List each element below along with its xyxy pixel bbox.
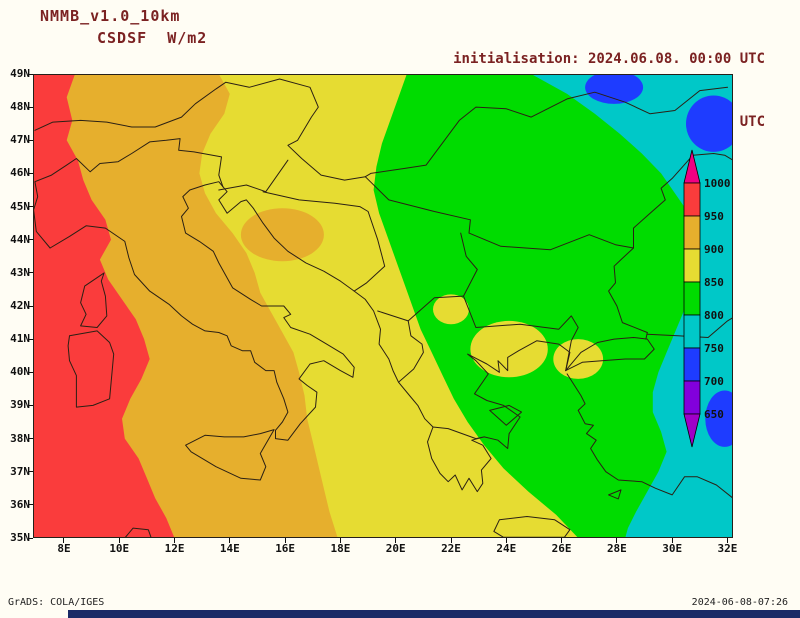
- lon-tick-mark: [726, 538, 728, 543]
- lon-tick-label: 16E: [275, 542, 296, 555]
- lon-tick-label: 18E: [330, 542, 351, 555]
- lon-tick-mark: [284, 538, 286, 543]
- lat-tick-mark: [29, 206, 33, 208]
- model-title: NMMB_v1.0_10km: [40, 7, 181, 25]
- lat-tick-label: 41N: [10, 332, 30, 346]
- lon-tick-label: 22E: [441, 542, 461, 555]
- colorbar-tick-label: 750: [704, 342, 724, 355]
- lon-tick-label: 8E: [57, 542, 71, 555]
- lon-tick-mark: [63, 538, 65, 543]
- lon-tick-label: 24E: [496, 542, 517, 555]
- lat-tick-label: 49N: [10, 67, 30, 80]
- colorbar-tick-label: 900: [704, 243, 724, 256]
- lat-tick-mark: [29, 338, 33, 340]
- lat-tick-mark: [29, 504, 33, 506]
- lat-tick-label: 46N: [10, 166, 30, 180]
- colorbar-tick-label: 850: [704, 276, 724, 289]
- lat-tick-mark: [29, 172, 33, 174]
- lon-tick-mark: [174, 538, 176, 543]
- lat-tick-label: 37N: [10, 464, 30, 478]
- lat-tick-mark: [29, 239, 33, 241]
- lat-tick-label: 47N: [10, 133, 30, 147]
- colorbar-tick-label: 1000: [704, 177, 731, 190]
- map-svg: [33, 74, 733, 538]
- lon-tick-label: 12E: [164, 542, 185, 555]
- lat-tick-label: 39N: [10, 398, 30, 412]
- colorbar-tick-label: 950: [704, 210, 724, 223]
- colorbar-tick-label: 650: [704, 408, 724, 421]
- lon-tick-label: 28E: [606, 542, 627, 555]
- lat-tick-mark: [29, 371, 33, 373]
- lat-tick-mark: [29, 438, 33, 440]
- lat-tick-label: 43N: [10, 265, 30, 279]
- colorbar-svg: 1000 950 900 850 800 750 700 650: [683, 149, 731, 448]
- lon-tick-mark: [229, 538, 231, 543]
- map-frame: [33, 74, 733, 538]
- map-plot-area: [33, 74, 733, 538]
- lon-tick-mark: [339, 538, 341, 543]
- lat-tick-label: 38N: [10, 431, 30, 445]
- lon-tick-mark: [505, 538, 507, 543]
- lat-tick-label: 44N: [10, 232, 30, 246]
- colorbar-tick-label: 700: [704, 375, 724, 388]
- bottom-window-bar: [68, 610, 800, 618]
- lon-tick-label: 30E: [662, 542, 683, 555]
- lat-tick-label: 42N: [10, 299, 30, 312]
- lat-tick-label: 48N: [10, 100, 30, 114]
- lon-tick-mark: [118, 538, 120, 543]
- lon-tick-mark: [616, 538, 618, 543]
- lon-tick-label: 14E: [219, 542, 240, 555]
- lat-tick-mark: [29, 404, 33, 406]
- lon-tick-label: 10E: [109, 542, 130, 555]
- lon-tick-mark: [561, 538, 563, 543]
- shaded-bands-layer: [33, 74, 733, 538]
- colorbar-legend: 1000 950 900 850 800 750 700 650: [682, 148, 742, 452]
- lat-tick-label: 40N: [10, 365, 30, 379]
- lon-tick-label: 20E: [385, 542, 406, 555]
- lat-tick-mark: [29, 305, 33, 307]
- lat-tick-mark: [29, 73, 33, 75]
- grads-credit: GrADS: COLA/IGES: [8, 597, 105, 608]
- lon-tick-label: 32E: [717, 542, 738, 555]
- lon-tick-label: 26E: [551, 542, 572, 555]
- field-title: CSDSF W/m2: [97, 29, 208, 47]
- lat-tick-mark: [29, 272, 33, 274]
- lat-tick-mark: [29, 537, 33, 539]
- lat-tick-label: 35N: [10, 531, 30, 544]
- creation-timestamp: 2024-06-08-07:26: [691, 597, 788, 608]
- lat-tick-label: 36N: [10, 497, 30, 511]
- colorbar-tick-label: 800: [704, 309, 724, 322]
- lat-tick-mark: [29, 471, 33, 473]
- lat-tick-mark: [29, 106, 33, 108]
- lon-tick-mark: [671, 538, 673, 543]
- lon-tick-mark: [450, 538, 452, 543]
- init-time-line: initialisation: 2024.06.08. 00:00 UTC: [453, 51, 765, 67]
- lat-tick-label: 45N: [10, 199, 30, 213]
- lon-tick-mark: [395, 538, 397, 543]
- lat-tick-mark: [29, 139, 33, 141]
